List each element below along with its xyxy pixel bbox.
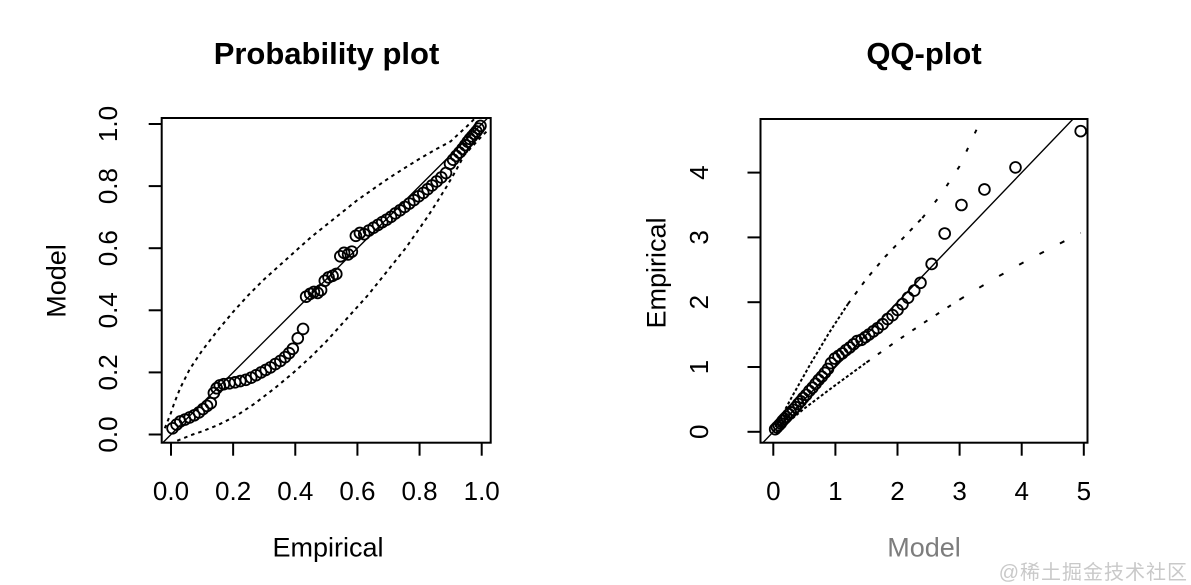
x-tick-label: 5 <box>1077 476 1091 506</box>
y-tick-label: 4 <box>684 165 714 179</box>
y-axis: 0.0 0.2 0.4 0.6 0.8 1.0 <box>93 106 162 453</box>
lower-confidence-band <box>775 231 1082 433</box>
data-point <box>329 267 343 281</box>
x-tick-label: 0.4 <box>277 476 313 506</box>
data-point <box>938 227 951 240</box>
data-point <box>812 373 825 387</box>
data-point <box>925 257 938 271</box>
data-point <box>446 153 460 167</box>
data-point <box>1074 124 1087 138</box>
data-point <box>955 198 968 212</box>
x-axis: 0 1 2 3 4 5 <box>766 442 1091 506</box>
data-point <box>776 414 789 428</box>
data-point <box>449 149 463 163</box>
y-tick-label: 0.4 <box>93 292 123 328</box>
data-points <box>768 124 1087 436</box>
chart-title-probability-plot: Probability plot <box>213 36 440 71</box>
y-tick-label: 1.0 <box>93 106 123 142</box>
data-point <box>474 119 487 133</box>
y-tick-label: 0 <box>684 425 714 439</box>
data-point <box>334 249 347 263</box>
x-tick-label: 2 <box>890 476 904 506</box>
plot-box <box>160 117 492 444</box>
data-point <box>286 342 300 356</box>
y-tick-label: 2 <box>684 295 714 309</box>
x-tick-label: 1.0 <box>464 476 500 506</box>
y-axis-label-model: Model <box>41 244 72 318</box>
watermark-text: @稀土掘金技术社区 <box>998 562 1188 584</box>
data-points <box>166 119 487 435</box>
y-axis: 0 1 2 3 4 <box>684 165 761 439</box>
plot-box <box>759 118 1089 444</box>
plot-area <box>161 118 489 443</box>
x-tick-label: 0.2 <box>215 476 251 506</box>
data-point <box>166 421 179 435</box>
data-point <box>192 406 206 419</box>
y-tick-label: 0.6 <box>93 230 123 266</box>
reference-line <box>161 118 489 443</box>
x-axis: 0.0 0.2 0.4 0.6 0.8 1.0 <box>153 442 500 506</box>
x-axis-label-empirical: Empirical <box>272 532 384 563</box>
plot-area <box>761 119 1087 443</box>
y-tick-label: 0.8 <box>93 168 123 204</box>
y-tick-label: 1 <box>684 360 714 374</box>
data-point <box>901 291 915 304</box>
data-point <box>907 284 921 297</box>
data-point <box>233 374 247 388</box>
data-point <box>210 381 223 395</box>
data-point <box>803 384 816 398</box>
data-point <box>296 322 310 336</box>
data-point <box>843 341 856 354</box>
data-point <box>914 276 927 290</box>
data-point <box>978 183 991 196</box>
y-tick-label: 0.0 <box>93 416 123 452</box>
data-point <box>796 391 810 405</box>
x-tick-label: 0.8 <box>401 476 437 506</box>
lower-confidence-band <box>176 129 489 442</box>
upper-confidence-band <box>772 125 980 433</box>
y-tick-label: 3 <box>684 230 714 244</box>
chart-1: 0 1 2 3 4 5 0 1 2 3 4 <box>684 118 1091 506</box>
upper-confidence-band <box>163 118 477 429</box>
y-tick-label: 0.2 <box>93 354 123 390</box>
x-axis-label-model: Model <box>887 532 961 563</box>
chart-title-qq-plot: QQ-plot <box>866 36 982 71</box>
y-axis-label-empirical: Empirical <box>641 217 672 329</box>
chart-0: 0.0 0.2 0.4 0.6 0.8 1.0 0.0 0.2 0.4 0.6 0.8 1.0 <box>93 106 500 506</box>
data-point <box>345 245 359 258</box>
x-tick-label: 0 <box>766 476 780 506</box>
x-tick-label: 1 <box>828 476 842 506</box>
data-point <box>311 286 324 300</box>
x-tick-label: 0.6 <box>339 476 375 506</box>
x-tick-label: 0.0 <box>153 476 189 506</box>
data-point <box>291 331 305 345</box>
data-point <box>1009 161 1022 174</box>
data-point <box>278 350 292 364</box>
x-tick-label: 3 <box>952 476 966 506</box>
x-tick-label: 4 <box>1014 476 1028 506</box>
